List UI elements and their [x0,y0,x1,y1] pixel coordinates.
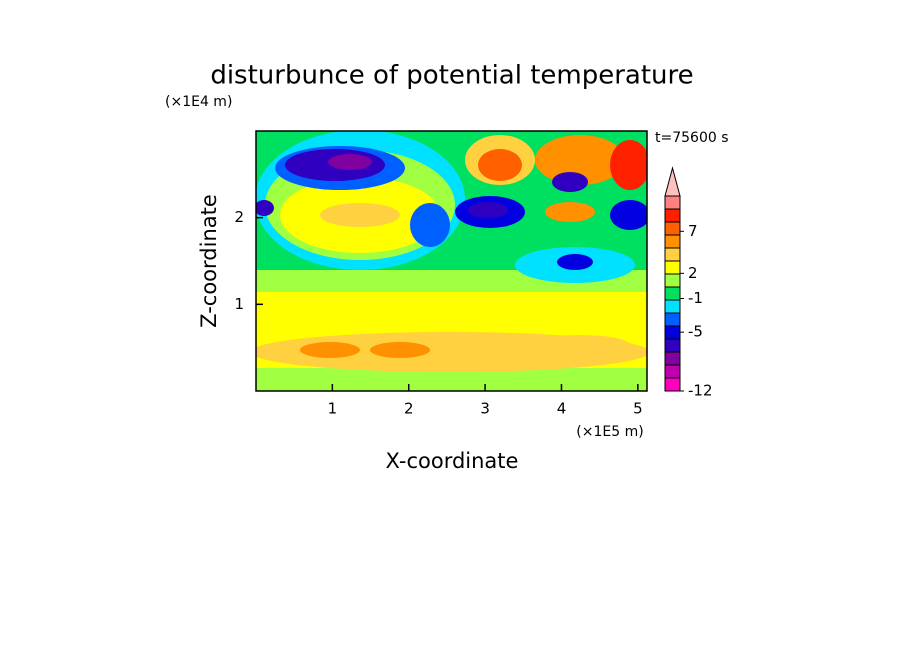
colorbar-band [664,260,681,275]
colorbar-tick-label: 2 [688,264,698,282]
colorbar-tick-label: -1 [688,289,703,307]
colorbar-band [664,364,681,379]
colorbar-extend [664,166,681,197]
x-tick-label: 4 [557,400,567,418]
x-unit: (×1E5 m) [576,424,643,440]
colorbar-band [664,351,681,366]
contour-field [256,131,647,391]
time-label: t=75600 s [655,130,729,146]
x-tick-label: 2 [404,400,414,418]
y-tick-label: 1 [234,295,244,313]
y-tick-label: 2 [234,208,244,226]
colorbar-band [664,234,681,249]
colorbar-band [664,286,681,301]
x-tick-label: 1 [328,400,338,418]
colorbar-band [664,247,681,262]
colorbar-band [664,312,681,327]
y-unit: (×1E4 m) [165,94,232,110]
plot-frame [255,130,648,392]
x-axis-label: X-coordinate [386,449,519,473]
colorbar-band [664,273,681,288]
y-axis-label: Z-coordinate [197,194,221,328]
colorbar-band [664,338,681,353]
x-tick-label: 3 [480,400,490,418]
colorbar-band [664,221,681,236]
x-tick-label: 5 [633,400,643,418]
colorbar-band [664,208,681,223]
colorbar-band [664,325,681,340]
colorbar-band [664,377,681,392]
chart-title: disturbunce of potential temperature [210,61,693,91]
colorbar-band [664,299,681,314]
colorbar-tick-label: -5 [688,323,703,341]
colorbar-tick-label: 7 [688,222,698,240]
colorbar-tick-label: -12 [688,382,713,400]
colorbar-band [664,195,681,210]
